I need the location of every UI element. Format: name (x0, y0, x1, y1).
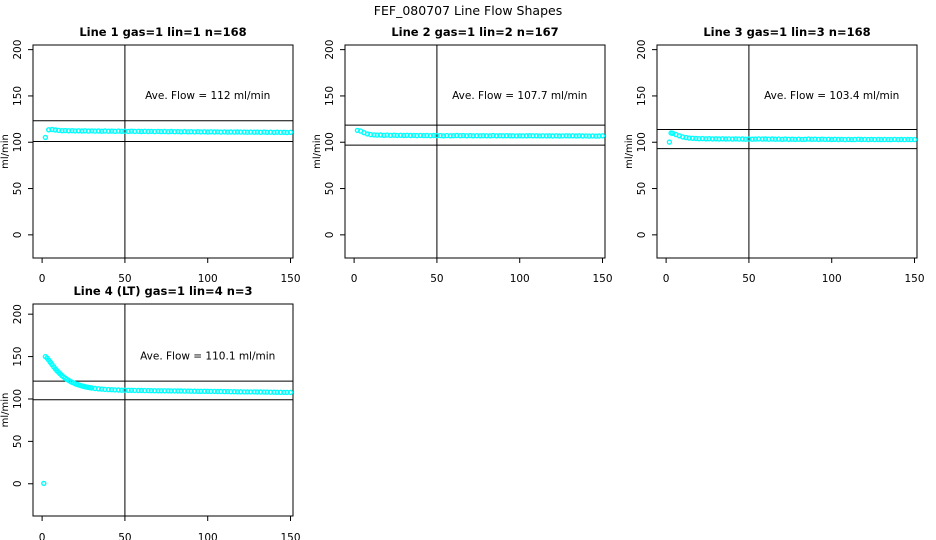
data-point (599, 133, 606, 139)
y-tick-label: 0 (12, 232, 24, 239)
x-tick-label: 50 (118, 273, 131, 285)
data-point (530, 133, 536, 139)
panel-3: Line 3 gas=1 lin=3 n=168 0 50 100 150 0 50 100 1… (624, 25, 925, 285)
data-point (287, 389, 294, 396)
x-tick-label: 100 (822, 273, 842, 285)
ave-flow-annotation: Ave. Flow = 103.4 ml/min (764, 90, 899, 102)
ave-flow-annotation: Ave. Flow = 107.7 ml/min (452, 90, 587, 102)
y-tick-label: 100 (12, 132, 24, 152)
figure-title: FEF_080707 Line Flow Shapes (374, 3, 562, 18)
y-tick-label: 200 (12, 304, 24, 324)
x-tick-label: 150 (280, 532, 300, 540)
y-tick-label: 100 (636, 132, 648, 152)
x-tick-label: 100 (510, 273, 530, 285)
data-point (911, 136, 918, 143)
y-tick-label: 100 (12, 389, 24, 409)
x-tick-label: 50 (430, 273, 443, 285)
y-tick-label: 50 (12, 435, 24, 448)
y-axis-label: ml/min (312, 134, 323, 169)
y-tick-label: 100 (324, 132, 336, 152)
panel-title: Line 1 gas=1 lin=1 n=168 (79, 25, 246, 39)
x-tick-label: 0 (663, 273, 670, 285)
panel-title: Line 4 (LT) gas=1 lin=4 n=3 (73, 284, 252, 298)
data-point (287, 129, 294, 136)
data-point (885, 136, 891, 143)
data-point (284, 389, 290, 396)
y-tick-label: 200 (12, 40, 24, 60)
x-tick-label: 0 (39, 273, 46, 285)
panel-title: Line 3 gas=1 lin=3 n=168 (703, 25, 870, 39)
scatter-points (41, 353, 294, 487)
y-tick-label: 50 (636, 182, 648, 195)
data-point (42, 134, 49, 141)
y-tick-label: 150 (636, 86, 648, 106)
y-axis-label: ml/min (0, 393, 11, 428)
plot-box (32, 44, 294, 259)
y-tick-label: 200 (636, 40, 648, 60)
x-tick-label: 150 (904, 273, 924, 285)
x-tick-label: 100 (198, 532, 218, 540)
panel-2: Line 2 gas=1 lin=2 n=167 0 50 100 150 0 50 100 1… (312, 25, 613, 285)
y-axis-label: ml/min (624, 134, 635, 169)
x-tick-label: 150 (592, 273, 612, 285)
x-tick-label: 0 (39, 532, 46, 540)
scatter-points (354, 127, 606, 139)
y-tick-label: 150 (12, 347, 24, 367)
plot-box (344, 44, 606, 259)
x-tick-label: 150 (280, 273, 300, 285)
data-point (666, 139, 673, 145)
data-point (198, 388, 204, 394)
y-tick-label: 150 (12, 86, 24, 106)
scatter-points (42, 126, 294, 141)
y-tick-label: 50 (12, 182, 24, 195)
y-tick-label: 0 (636, 232, 648, 239)
x-tick-label: 50 (742, 273, 755, 285)
panel-grid: Line 1 gas=1 lin=1 n=168 0 50 100 150 0 50 100 1… (0, 25, 925, 540)
ave-flow-annotation: Ave. Flow = 110.1 ml/min (140, 351, 275, 363)
data-point (483, 133, 490, 139)
y-tick-label: 50 (324, 182, 336, 195)
data-point (41, 480, 47, 487)
panel-1: Line 1 gas=1 lin=1 n=168 0 50 100 150 0 50 100 1… (0, 25, 301, 285)
x-tick-label: 50 (118, 532, 131, 540)
y-tick-label: 200 (324, 40, 336, 60)
scatter-points (666, 130, 918, 145)
y-tick-label: 0 (12, 480, 24, 487)
y-tick-label: 0 (324, 232, 336, 239)
panel-4: Line 4 (LT) gas=1 lin=4 n=3 0 50 100 150 0 50 1… (0, 284, 301, 540)
data-point (261, 389, 267, 395)
y-axis-label: ml/min (0, 134, 11, 169)
data-point (507, 133, 513, 139)
y-tick-label: 150 (324, 86, 336, 106)
x-tick-label: 100 (198, 273, 218, 285)
x-tick-label: 0 (351, 273, 358, 285)
plot-box (656, 44, 918, 259)
plot-box (32, 303, 294, 517)
panel-title: Line 2 gas=1 lin=2 n=167 (391, 25, 558, 39)
data-point (908, 136, 914, 143)
ave-flow-annotation: Ave. Flow = 112 ml/min (145, 90, 270, 102)
